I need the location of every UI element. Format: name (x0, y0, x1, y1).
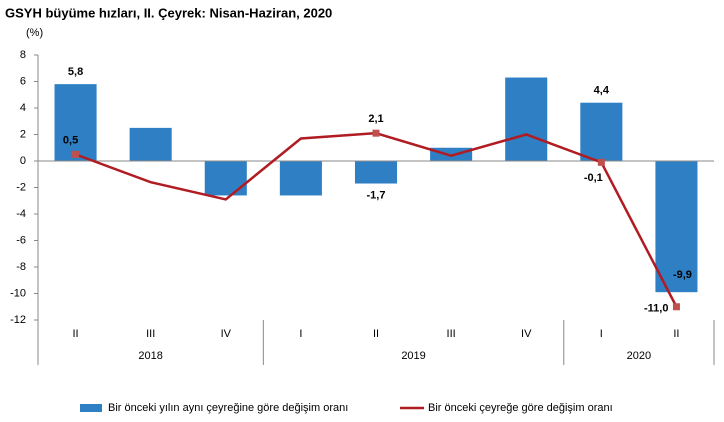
chart-title: GSYH büyüme hızları, II. Çeyrek: Nisan-H… (5, 5, 332, 20)
line-value-label: -11,0 (644, 303, 668, 315)
x-group-label: 2019 (401, 350, 425, 362)
x-tick-label: II (72, 328, 78, 340)
bar (279, 161, 322, 196)
x-tick-label: II (673, 328, 679, 340)
x-tick-label: I (600, 328, 603, 340)
y-unit: (%) (26, 27, 43, 39)
bar (129, 127, 172, 161)
x-group-label: 2018 (138, 350, 162, 362)
y-tick-label: -2 (16, 181, 26, 193)
legend-label: Bir önceki çeyreğe göre değişim oranı (428, 402, 613, 414)
legend-label: Bir önceki yılın aynı çeyreğine göre değ… (108, 402, 348, 414)
line-value-label: 0,5 (63, 134, 78, 146)
x-group-label: 2020 (627, 350, 651, 362)
x-tick-label: III (146, 328, 155, 340)
bar-value-label: -9,9 (673, 269, 692, 281)
bar-value-label: 5,8 (68, 66, 83, 78)
x-tick-label: III (447, 328, 456, 340)
x-tick-label: II (373, 328, 379, 340)
line-marker (372, 129, 380, 137)
y-tick-label: 2 (20, 128, 26, 140)
y-tick-label: -12 (10, 314, 26, 326)
line-value-label: 2,1 (368, 113, 383, 125)
line-value-label: -0,1 (584, 172, 603, 184)
bar-value-label: -1,7 (367, 189, 386, 201)
bar (354, 161, 398, 184)
y-tick-label: 4 (20, 102, 26, 114)
bar (204, 161, 247, 196)
line-marker (672, 303, 680, 311)
y-tick-label: 6 (20, 75, 26, 87)
bar-value-label: 4,4 (594, 85, 610, 97)
bar (505, 77, 548, 161)
line-marker (72, 150, 80, 158)
line-marker (597, 158, 605, 166)
x-tick-label: I (299, 328, 302, 340)
bar (54, 84, 97, 161)
y-tick-label: -4 (16, 208, 26, 220)
bar (655, 161, 698, 293)
bar (430, 147, 473, 161)
legend-swatch (80, 404, 102, 412)
y-tick-label: -8 (16, 261, 26, 273)
x-tick-label: IV (521, 328, 532, 340)
y-tick-label: -10 (10, 287, 26, 299)
y-tick-label: 8 (20, 49, 26, 61)
x-tick-label: IV (221, 328, 232, 340)
y-tick-label: -6 (16, 234, 26, 246)
y-tick-label: 0 (20, 155, 26, 167)
bar (580, 102, 623, 161)
